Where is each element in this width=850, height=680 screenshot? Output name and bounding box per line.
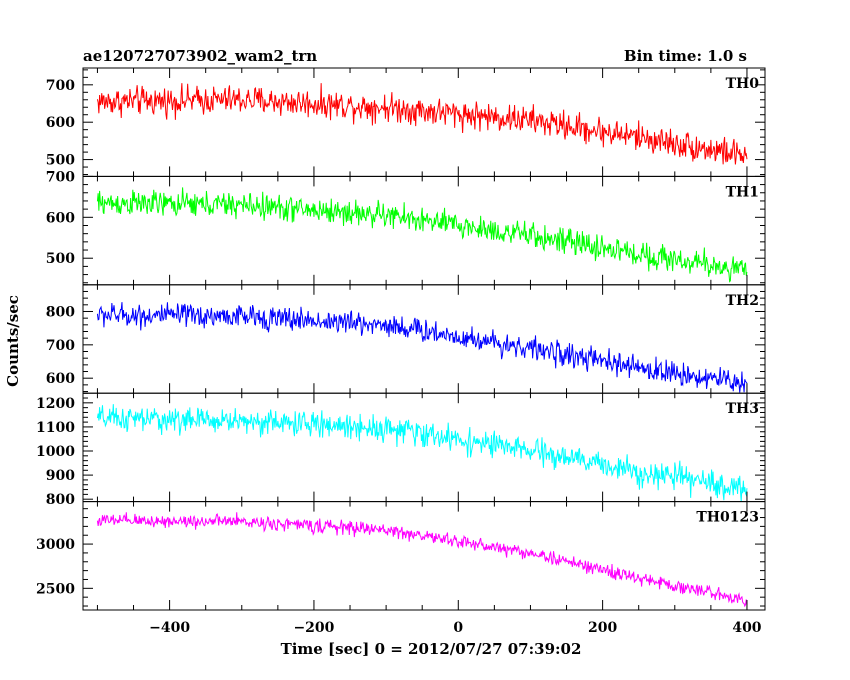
y-tick-label: 1200 [36, 396, 75, 412]
series-th0123-line [96, 512, 748, 608]
bin-time-label: Bin time: 1.0 s [624, 47, 747, 65]
y-tick-label: 700 [46, 169, 75, 185]
y-tick-label: 3000 [36, 537, 75, 553]
panel-th0123: 2500 3000 TH0123 [36, 501, 766, 611]
panel-th1: 500 600 700 TH1 [46, 169, 766, 286]
series-th0-line [96, 83, 748, 165]
y-axis-label: Counts/sec [4, 295, 22, 387]
x-tick-label: 400 [732, 620, 761, 636]
y-tick-label: 500 [46, 153, 75, 169]
series-th2-line [96, 302, 748, 393]
y-tick-label: 1100 [36, 420, 75, 436]
panel-th0: 500 600 700 TH0 [46, 67, 766, 177]
y-tick-label: 700 [46, 338, 75, 354]
y-tick-label: 500 [46, 251, 75, 267]
x-tick-label: 200 [588, 620, 617, 636]
panel-th2: 600 700 800 TH2 [46, 284, 766, 394]
panel-label: TH3 [726, 401, 759, 417]
y-tick-label: 800 [46, 492, 75, 508]
panel-label: TH2 [726, 293, 759, 309]
x-tick-label: 0 [453, 620, 463, 636]
panel-frame [82, 501, 766, 611]
x-axis-label: Time [sec] 0 = 2012/07/27 07:39:02 [281, 640, 582, 658]
panel-label: TH1 [726, 184, 759, 200]
y-tick-label: 2500 [36, 581, 75, 597]
y-tick-label: 800 [46, 304, 75, 320]
panel-label: TH0 [726, 76, 760, 92]
panel-frame [82, 392, 766, 503]
series-th1-line [96, 187, 748, 283]
chart-title: ae120727073902_wam2_trn [83, 47, 317, 65]
y-tick-label: 1000 [36, 444, 75, 460]
y-tick-label: 700 [46, 78, 75, 94]
x-tick-label: −200 [293, 620, 334, 636]
y-tick-label: 600 [46, 371, 75, 387]
y-tick-label: 900 [46, 468, 75, 484]
x-tick-label: −400 [149, 620, 190, 636]
series-th3-line [96, 404, 748, 502]
y-tick-label: 600 [46, 115, 75, 131]
panel-frame [82, 67, 766, 177]
panel-th3: 800 900 1000 1100 1200 TH3 [36, 392, 766, 508]
panel-frame [82, 175, 766, 286]
y-tick-label: 600 [46, 210, 75, 226]
panel-label: TH0123 [696, 510, 759, 526]
panels-group: 500 600 700 TH0 500 600 700 TH1 600 700 800 TH2 800 9… [36, 67, 766, 636]
